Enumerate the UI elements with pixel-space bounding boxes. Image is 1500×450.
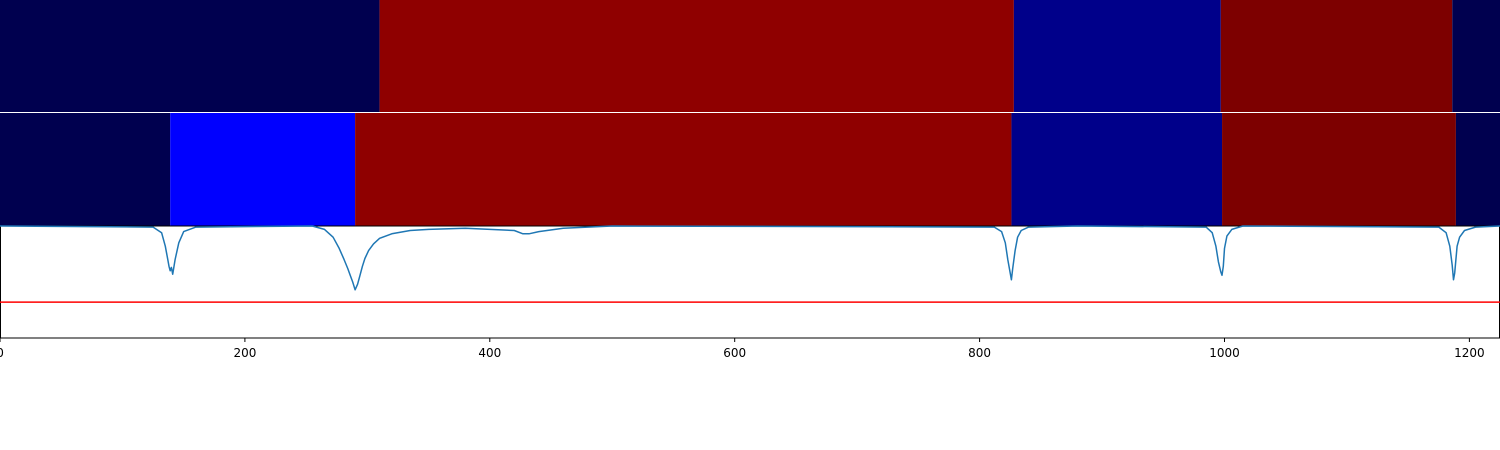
track-1-segment — [1452, 0, 1500, 112]
track-2-segment — [0, 113, 171, 226]
x-tick-label: 200 — [233, 346, 256, 360]
track-2-segment — [1222, 113, 1456, 226]
track-2-segment — [170, 113, 356, 226]
track-1-segment — [0, 0, 380, 112]
x-tick-label: 600 — [723, 346, 746, 360]
x-tick-label: 0 — [0, 346, 4, 360]
segmentation-track-1 — [0, 0, 1500, 112]
track-2-segment — [1011, 113, 1223, 226]
x-tick-label: 400 — [478, 346, 501, 360]
score-profile-frame — [0, 225, 1500, 339]
x-axis: 0 200 400 600 800 1000 1200 — [0, 338, 1485, 360]
x-tick-label: 1000 — [1209, 346, 1240, 360]
x-tick-label: 800 — [968, 346, 991, 360]
track-1-segment — [1013, 0, 1221, 112]
track-2-segment — [355, 113, 1012, 226]
track-2-segment — [1455, 113, 1500, 226]
score-profile-line — [0, 225, 1500, 291]
segmentation-track-2 — [0, 112, 1500, 226]
track-1-segment — [379, 0, 1014, 112]
score-profile-panel — [0, 225, 1500, 339]
x-tick-label: 1200 — [1454, 346, 1485, 360]
track-1-segment — [1220, 0, 1453, 112]
